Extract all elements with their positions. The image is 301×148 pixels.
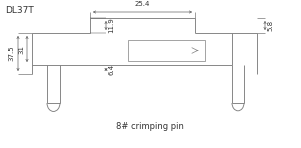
Text: 37.5: 37.5 [8, 46, 14, 61]
Bar [128, 40, 205, 61]
Text: DL37T: DL37T [5, 6, 34, 15]
Text: 11.9: 11.9 [108, 18, 114, 33]
Text: 31: 31 [18, 45, 24, 53]
Text: 6.4: 6.4 [108, 64, 114, 75]
Text: 25.4: 25.4 [135, 1, 150, 7]
Text: 5.8: 5.8 [267, 20, 273, 31]
Text: 8# crimping pin: 8# crimping pin [116, 122, 184, 131]
